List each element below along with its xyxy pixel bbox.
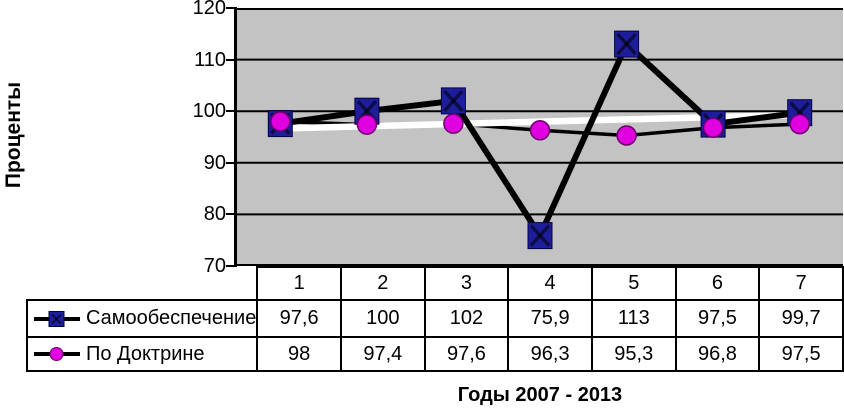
series-1-marker-square: [614, 30, 640, 58]
value-cell: 98: [256, 336, 342, 372]
value-cell: 113: [590, 299, 677, 338]
category-cell: 3: [423, 266, 510, 301]
value-cell: 102: [423, 299, 510, 338]
series-2-marker-circle: [356, 114, 378, 135]
y-tick-mark: [226, 7, 236, 9]
y-tick-label: 110: [194, 48, 226, 71]
series-2-marker-circle: [789, 113, 810, 135]
value-cell: 97,5: [758, 336, 844, 372]
category-cell: 1: [256, 266, 342, 301]
x-axis-title: Годы 2007 - 2013: [457, 384, 623, 406]
y-tick-mark: [226, 213, 236, 216]
category-cell: 7: [758, 266, 844, 301]
category-cell: 2: [339, 266, 426, 301]
value-cell: 100: [339, 299, 426, 338]
value-cell: 97,6: [256, 299, 342, 338]
value-cell: 96,3: [507, 336, 593, 372]
y-tick-mark: [226, 161, 236, 164]
series-2-marker-circle: [443, 113, 464, 134]
series-2-marker-circle: [702, 117, 724, 138]
y-tick-label: 70: [203, 255, 226, 277]
series-2-marker-circle: [270, 111, 291, 132]
table-corner-spacer: [27, 267, 257, 300]
legend-marker-square-icon: [34, 310, 80, 327]
legend-cell-series-1: Самообеспечение: [25, 299, 259, 338]
y-tick-label: 90: [203, 151, 226, 174]
value-cell: 99,7: [758, 299, 844, 338]
value-cell: 75,9: [507, 299, 593, 338]
y-axis-title: Проценты: [0, 60, 29, 210]
legend-label: Самообеспечение: [86, 307, 257, 329]
legend-label: По Доктрине: [86, 342, 205, 365]
series-1-marker-square: [527, 222, 553, 250]
plot-area: [237, 8, 843, 266]
category-cell: 6: [674, 266, 761, 301]
y-tick-label: 80: [203, 203, 226, 226]
value-cell: 95,3: [590, 336, 677, 372]
value-cell: 96,8: [674, 336, 761, 372]
value-cell: 97,4: [339, 336, 426, 372]
y-axis-title-text: Проценты: [2, 81, 25, 189]
series-2-marker-circle: [529, 120, 551, 141]
y-tick-label: 120: [192, 0, 226, 19]
y-tick-mark: [226, 58, 236, 61]
legend-cell-series-2: По Доктрине: [25, 336, 259, 372]
category-cell: 5: [590, 266, 677, 301]
y-tick-mark: [226, 265, 236, 267]
value-cell: 97,6: [423, 336, 510, 372]
y-tick-mark: [226, 110, 236, 113]
category-cell: 4: [507, 266, 593, 301]
value-cell: 97,5: [674, 299, 761, 338]
series-2-marker-circle: [616, 125, 637, 146]
legend-marker-circle-icon: [34, 347, 80, 361]
y-tick-label: 100: [192, 100, 226, 123]
series-1-marker-square: [440, 87, 466, 115]
y-axis-line: [234, 7, 237, 267]
